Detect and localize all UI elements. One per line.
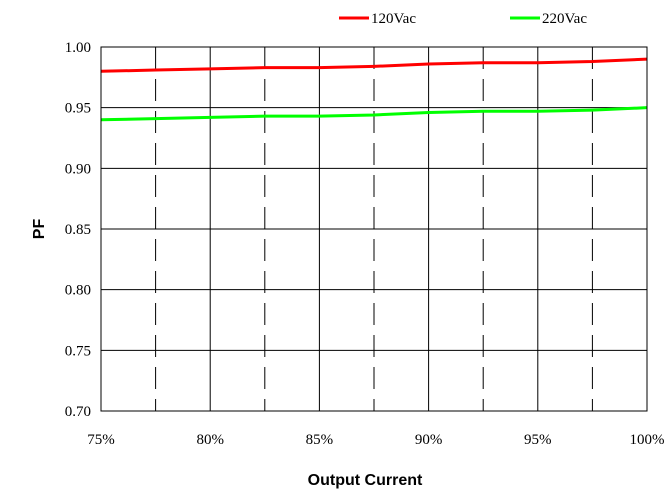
plot-frame	[100, 46, 648, 412]
series-line-120vac	[100, 57, 648, 73]
y-tick-label: 0.75	[65, 343, 91, 359]
plot-border	[100, 46, 648, 412]
x-tick-label: 95%	[524, 432, 552, 448]
x-tick-label: 85%	[306, 432, 334, 448]
x-axis-ticks: 75% 80% 85% 90% 95% 100%	[87, 432, 664, 448]
y-tick-label: 0.80	[65, 283, 91, 299]
legend-label-220vac: 220Vac	[542, 11, 587, 27]
x-tick-label: 90%	[415, 432, 443, 448]
y-axis-title: PF	[31, 219, 48, 240]
y-tick-label: 0.85	[65, 222, 91, 238]
x-tick-label: 75%	[87, 432, 115, 448]
legend: 120Vac 220Vac	[339, 11, 587, 27]
x-axis-title: Output Current	[308, 472, 423, 489]
y-axis-ticks: 0.70 0.75 0.80 0.85 0.90 0.95 1.00	[65, 40, 91, 420]
y-tick-label: 0.95	[65, 101, 91, 117]
y-tick-label: 0.90	[65, 161, 91, 177]
y-tick-label: 0.70	[65, 404, 91, 420]
data-series	[100, 57, 648, 122]
series-line-220vac	[100, 106, 648, 122]
y-tick-label: 1.00	[65, 40, 91, 56]
x-tick-label: 100%	[630, 432, 665, 448]
legend-label-120vac: 120Vac	[371, 11, 416, 27]
x-tick-label: 80%	[196, 432, 224, 448]
